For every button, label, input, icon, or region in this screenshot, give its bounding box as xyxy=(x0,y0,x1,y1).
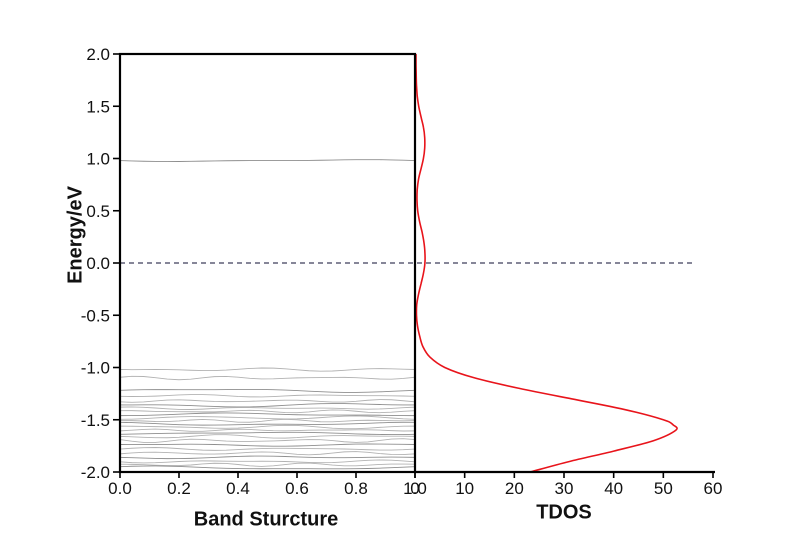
band-structure-panel-title: Band Sturcture xyxy=(193,508,339,531)
tick-label: 60 xyxy=(704,479,723,498)
band-line xyxy=(119,399,416,403)
tick-label: 0.0 xyxy=(86,254,110,273)
band-line xyxy=(119,438,416,443)
tick-label: 50 xyxy=(654,479,673,498)
band-line xyxy=(119,367,416,372)
tick-label: 10 xyxy=(455,479,474,498)
band-line xyxy=(119,455,416,460)
band-line xyxy=(119,424,416,430)
tick-label: 0.5 xyxy=(86,202,110,221)
band-line xyxy=(119,451,416,456)
tick-label: -2.0 xyxy=(81,463,110,482)
band-line xyxy=(119,443,416,447)
band-line xyxy=(119,465,416,470)
tick-label: 0.2 xyxy=(167,479,191,498)
band-line xyxy=(119,403,416,408)
tdos-panel-title: TDOS xyxy=(536,501,592,524)
band-line xyxy=(119,428,416,432)
band-line xyxy=(119,412,416,417)
band-line xyxy=(119,418,416,423)
tick-label: 1.5 xyxy=(86,97,110,116)
tick-label: -0.5 xyxy=(81,306,110,325)
axis-ticks xyxy=(113,53,714,478)
tick-label: 0 xyxy=(410,479,419,498)
band-line xyxy=(119,375,416,381)
band-line xyxy=(119,406,416,410)
band-line xyxy=(119,462,416,467)
tick-label: 0.0 xyxy=(108,479,132,498)
tick-label: 0.6 xyxy=(285,479,309,498)
tick-label: 0.8 xyxy=(344,479,368,498)
tdos-curve xyxy=(415,53,678,473)
band-line xyxy=(119,388,416,393)
tick-label: 2.0 xyxy=(86,45,110,64)
band-lines xyxy=(119,159,416,470)
band-line xyxy=(119,415,416,420)
band-line xyxy=(119,409,416,414)
band-line xyxy=(119,459,416,464)
band-line xyxy=(119,434,416,439)
tick-label: 0.4 xyxy=(226,479,250,498)
tick-label: 20 xyxy=(505,479,524,498)
tick-label: -1.0 xyxy=(81,359,110,378)
tick-label: -1.5 xyxy=(81,411,110,430)
band-line xyxy=(119,447,416,451)
band-line xyxy=(119,394,416,398)
y-axis-title: Energy/eV xyxy=(64,186,87,284)
tick-label: 1.0 xyxy=(86,150,110,169)
tick-label: 40 xyxy=(604,479,623,498)
band-line xyxy=(119,421,416,426)
tick-label: 30 xyxy=(555,479,574,498)
axis-tick-labels: 2.01.51.00.50.0-0.5-1.0-1.5-2.00.0 0.2 0.4… xyxy=(81,45,723,498)
tick-label: 1.0 xyxy=(403,479,427,498)
band-line xyxy=(119,431,416,436)
band-line xyxy=(119,159,416,162)
